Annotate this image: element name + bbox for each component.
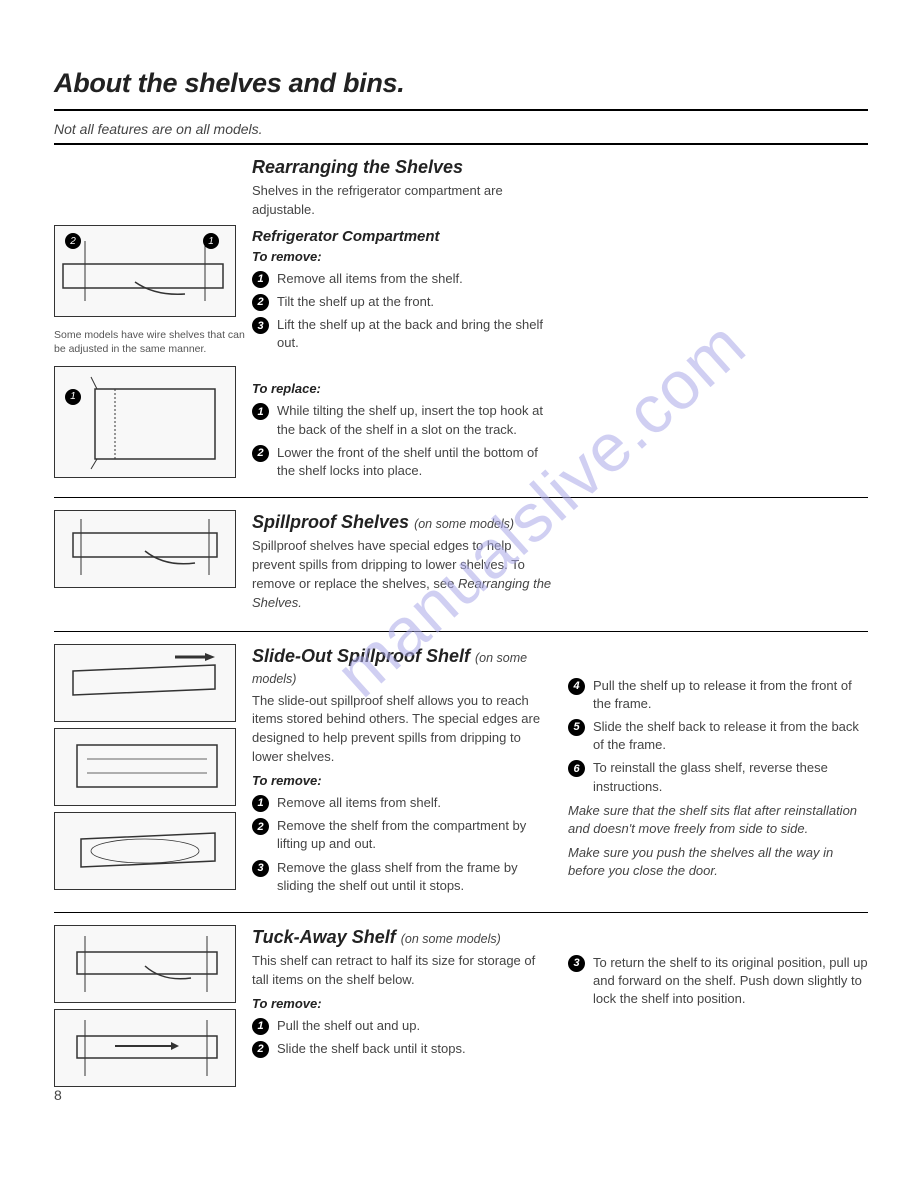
step-tuckaway-2: 2Slide the shelf back until it stops. xyxy=(252,1040,552,1058)
step-slideout-1: 1Remove all items from shelf. xyxy=(252,794,552,812)
label-tuckaway-remove: To remove: xyxy=(252,996,552,1011)
subheading-compartment: Refrigerator Compartment xyxy=(252,228,552,245)
heading-slideout: Slide-Out Spillproof Shelf (on some mode… xyxy=(252,646,552,688)
section-rule-3 xyxy=(54,912,868,913)
illus-slideout-1 xyxy=(54,644,236,722)
section-tuckaway: Tuck-Away Shelf (on some models) This sh… xyxy=(54,925,868,1093)
num-badge: 1 xyxy=(252,271,269,288)
step-remove-1: 1Remove all items from the shelf. xyxy=(252,270,552,288)
section-rearranging: 2 1 Some models have wire shelves that c… xyxy=(54,155,868,485)
page-subtitle: Not all features are on all models. xyxy=(54,121,868,137)
illus-spillproof xyxy=(54,510,236,588)
illus-tuckaway-1 xyxy=(54,925,236,1003)
label-to-replace: To replace: xyxy=(252,381,552,396)
section-spillproof: Spillproof Shelves (on some models) Spil… xyxy=(54,510,868,618)
step-slideout-3: 3Remove the glass shelf from the frame b… xyxy=(252,859,552,895)
intro-spillproof: Spillproof shelves have special edges to… xyxy=(252,537,552,612)
illus-tuckaway-2 xyxy=(54,1009,236,1087)
illus-badge-1: 1 xyxy=(203,233,219,249)
num-badge: 3 xyxy=(568,955,585,972)
step-slideout-4: 4Pull the shelf up to release it from th… xyxy=(568,677,868,713)
section-rule-1 xyxy=(54,497,868,498)
illus-badge-2: 2 xyxy=(65,233,81,249)
illus-slideout-3 xyxy=(54,812,236,890)
illus-badge-1b: 1 xyxy=(65,389,81,405)
illus-caption-1: Some models have wire shelves that can b… xyxy=(54,328,252,356)
step-slideout-2: 2Remove the shelf from the compartment b… xyxy=(252,817,552,853)
illus-rearranging-1: 2 1 xyxy=(54,225,236,317)
num-badge: 2 xyxy=(252,1041,269,1058)
num-badge: 3 xyxy=(252,317,269,334)
num-badge: 5 xyxy=(568,719,585,736)
intro-slideout: The slide-out spillproof shelf allows yo… xyxy=(252,692,552,767)
title-rule xyxy=(54,109,868,111)
num-badge: 1 xyxy=(252,795,269,812)
note-slideout-1: Make sure that the shelf sits flat after… xyxy=(568,802,868,838)
step-tuckaway-3: 3To return the shelf to its original pos… xyxy=(568,954,868,1009)
step-remove-3: 3Lift the shelf up at the back and bring… xyxy=(252,316,552,352)
page-number: 8 xyxy=(54,1087,62,1103)
num-badge: 4 xyxy=(568,678,585,695)
num-badge: 3 xyxy=(252,860,269,877)
heading-rearranging: Rearranging the Shelves xyxy=(252,157,552,178)
intro-tuckaway: This shelf can retract to half its size … xyxy=(252,952,552,990)
heading-tuckaway: Tuck-Away Shelf (on some models) xyxy=(252,927,552,948)
label-slideout-remove: To remove: xyxy=(252,773,552,788)
step-tuckaway-1: 1Pull the shelf out and up. xyxy=(252,1017,552,1035)
num-badge: 1 xyxy=(252,403,269,420)
illus-rearranging-2: 1 xyxy=(54,366,236,478)
label-to-remove: To remove: xyxy=(252,249,552,264)
step-slideout-5: 5Slide the shelf back to release it from… xyxy=(568,718,868,754)
num-badge: 1 xyxy=(252,1018,269,1035)
step-replace-1: 1While tilting the shelf up, insert the … xyxy=(252,402,552,438)
num-badge: 2 xyxy=(252,294,269,311)
section-slideout: Slide-Out Spillproof Shelf (on some mode… xyxy=(54,644,868,900)
step-slideout-6: 6To reinstall the glass shelf, reverse t… xyxy=(568,759,868,795)
heading-spillproof: Spillproof Shelves (on some models) xyxy=(252,512,552,533)
step-replace-2: 2Lower the front of the shelf until the … xyxy=(252,444,552,480)
num-badge: 2 xyxy=(252,445,269,462)
illus-slideout-2 xyxy=(54,728,236,806)
note-slideout-2: Make sure you push the shelves all the w… xyxy=(568,844,868,880)
num-badge: 2 xyxy=(252,818,269,835)
section-rule-2 xyxy=(54,631,868,632)
num-badge: 6 xyxy=(568,760,585,777)
step-remove-2: 2Tilt the shelf up at the front. xyxy=(252,293,552,311)
page-title: About the shelves and bins. xyxy=(54,68,868,99)
intro-rearranging: Shelves in the refrigerator compartment … xyxy=(252,182,552,220)
subtitle-rule xyxy=(54,143,868,145)
